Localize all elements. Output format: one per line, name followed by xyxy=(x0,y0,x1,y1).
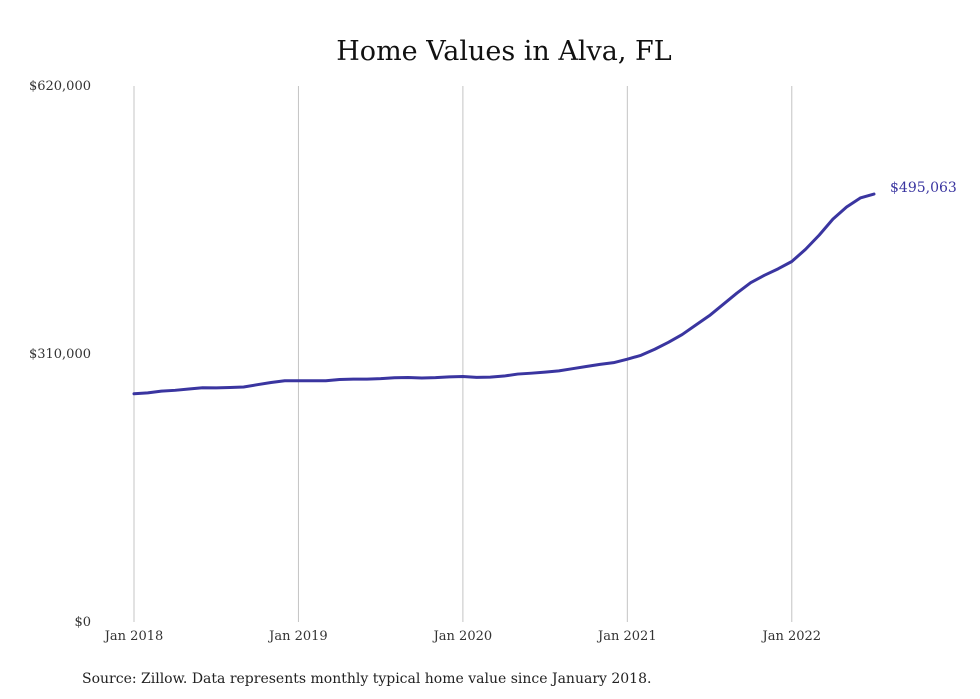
y-tick-label-2: $0 xyxy=(74,615,91,630)
y-tick-label-1: $310,000 xyxy=(29,347,91,362)
grid-layer xyxy=(133,86,793,622)
x-tick-label-0: Jan 2018 xyxy=(103,629,164,644)
y-tick-label-0: $620,000 xyxy=(29,79,91,94)
axis-labels: Jan 2018 Jan 2019 Jan 2020 Jan 2021 Jan 2022… xyxy=(29,79,821,644)
source-note: Source: Zillow. Data represents monthly … xyxy=(82,671,651,687)
x-tick-label-4: Jan 2022 xyxy=(760,629,821,644)
series-layer: $495,063 xyxy=(132,180,957,396)
x-tick-label-3: Jan 2021 xyxy=(596,629,657,644)
chart-title: Home Values in Alva, FL xyxy=(336,36,672,67)
end-value-label: $495,063 xyxy=(890,180,957,196)
x-tick-label-1: Jan 2019 xyxy=(267,629,328,644)
series-line xyxy=(132,192,876,396)
x-tick-label-2: Jan 2020 xyxy=(432,629,493,644)
